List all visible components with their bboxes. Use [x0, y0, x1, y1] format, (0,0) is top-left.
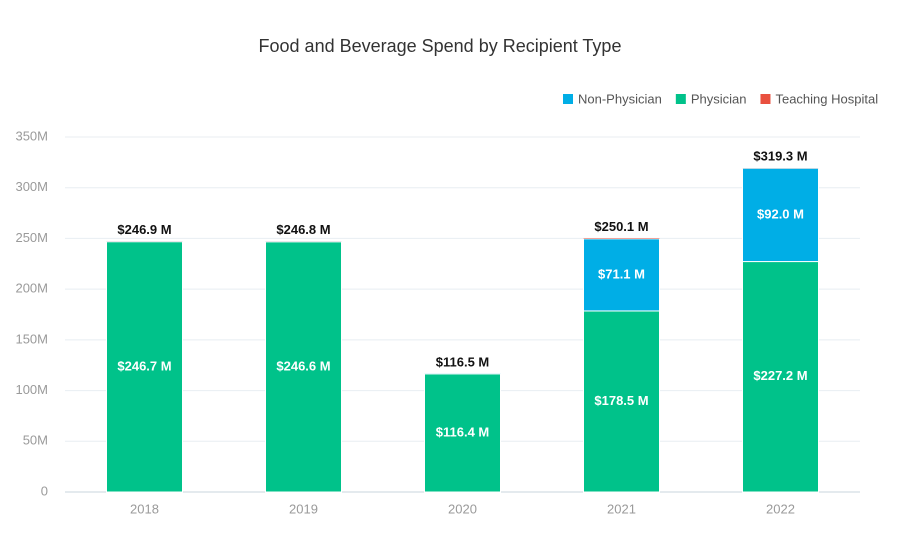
segment-label: $178.5 M: [594, 393, 648, 408]
x-tick-label: 2020: [448, 501, 477, 516]
y-tick-label: 350M: [15, 128, 48, 143]
bar-segment: [583, 238, 660, 239]
legend-label: Physician: [691, 91, 747, 106]
legend-label: Non-Physician: [578, 91, 662, 106]
y-tick-label: 50M: [23, 433, 48, 448]
x-tick-label: 2019: [289, 501, 318, 516]
segment-label: $246.6 M: [276, 358, 330, 373]
x-tick-label: 2022: [766, 501, 795, 516]
bar-segment: [424, 373, 501, 493]
segment-label: $246.7 M: [117, 358, 171, 373]
bar-segment: [106, 241, 183, 493]
x-tick-label: 2021: [607, 501, 636, 516]
legend-swatch: [563, 94, 573, 104]
legend-swatch: [760, 94, 771, 104]
y-tick-label: 150M: [15, 331, 48, 346]
total-label: $246.8 M: [276, 222, 330, 237]
segment-label: $227.2 M: [753, 368, 807, 383]
legend-swatch: [675, 94, 686, 104]
chart-title: Food and Beverage Spend by Recipient Typ…: [259, 36, 622, 56]
y-tick-label: 200M: [15, 281, 48, 296]
y-tick-label: 0: [41, 483, 48, 498]
total-label: $116.5 M: [436, 354, 490, 369]
bar-segment: [742, 167, 819, 263]
total-label: $250.1 M: [594, 219, 648, 234]
y-tick-label: 300M: [15, 179, 48, 194]
total-label: $246.9 M: [117, 222, 171, 237]
x-tick-label: 2018: [130, 501, 159, 516]
legend-label: Teaching Hospital: [775, 91, 878, 106]
bar-segment: [583, 310, 660, 493]
bar-segment: [742, 261, 819, 493]
bar-segment: [583, 238, 660, 312]
y-tick-label: 250M: [15, 230, 48, 245]
segment-label: $71.1 M: [598, 266, 645, 281]
segment-label: $116.4 M: [436, 424, 490, 439]
segment-label: $92.0 M: [757, 206, 804, 221]
total-label: $319.3 M: [753, 149, 807, 164]
y-tick-label: 100M: [15, 382, 48, 397]
bar-segment: [265, 241, 342, 493]
